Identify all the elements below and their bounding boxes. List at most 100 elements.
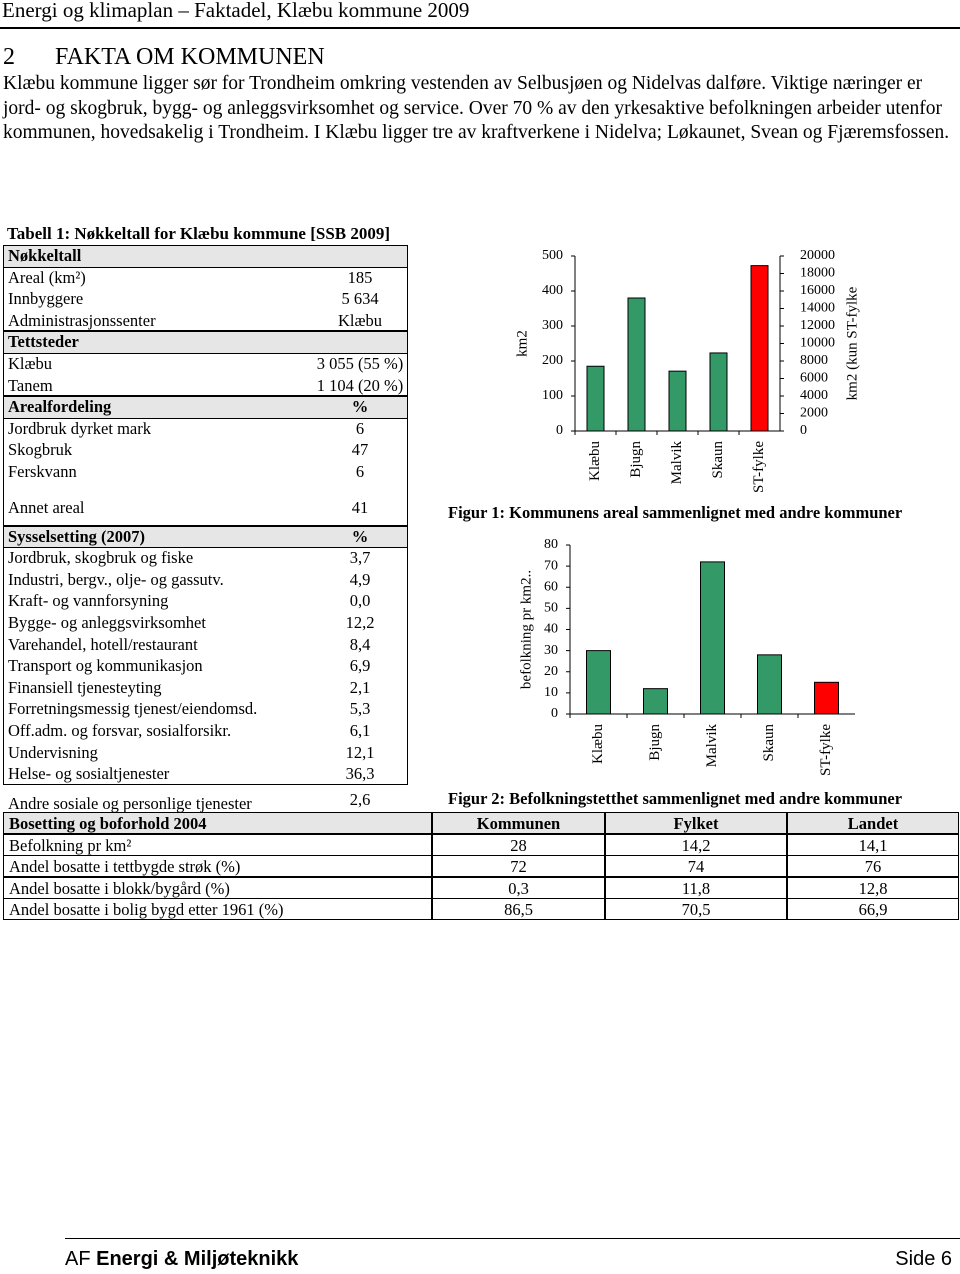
y2-axis-label: km2 (kun ST-fylke — [844, 286, 860, 400]
row-label: Bygge- og anleggsvirksomhet — [8, 613, 206, 632]
x-tick-label: Klæbu — [590, 724, 606, 765]
x-tick-label: ST-fylke — [751, 441, 767, 493]
section-row: Arealfordeling — [3, 396, 408, 418]
table-header-cell: Bosetting og boforhold 2004 — [3, 812, 432, 834]
row-value: 3 055 (55 %) — [316, 354, 404, 373]
x-tick-label: Bjugn — [628, 441, 644, 478]
bar — [814, 681, 839, 715]
table-cell: Andel bosatte i bolig bygd etter 1961 (%… — [3, 898, 432, 920]
row-label: Undervisning — [8, 742, 98, 762]
row-value: 12,1 — [345, 742, 375, 762]
y-tick-label: 10 — [544, 685, 558, 700]
y-tick-label: 20 — [544, 664, 558, 679]
row-label: Administrasjonssenter — [8, 310, 156, 330]
x-tick-label: Skaun — [710, 441, 726, 479]
header-rule — [0, 27, 960, 29]
y2-tick-label: 18000 — [800, 266, 835, 281]
row-label: Jordbruk dyrket mark — [8, 418, 151, 438]
section-number: 2 — [3, 44, 15, 70]
row-value: 0,0 — [349, 591, 371, 611]
y2-tick-label: 12000 — [800, 318, 835, 333]
header-title: Energi og klimaplan – Faktadel, Klæbu ko… — [2, 0, 470, 22]
row-label: Forretningsmessig tjenest/eiendomsd. — [8, 699, 258, 719]
row-value: 41 — [351, 497, 369, 517]
x-tick-label: Malvik — [669, 441, 685, 485]
y-tick-label: 300 — [542, 318, 563, 333]
y-tick-label: 0 — [556, 423, 563, 438]
y2-tick-label: 4000 — [800, 388, 828, 403]
y-axis-label: befolkning pr km2.. — [518, 570, 534, 689]
row-label: Varehandel, hotell/restaurant — [8, 634, 198, 654]
y2-tick-label: 20000 — [800, 248, 835, 263]
row-label: Jordbruk, skogbruk og fiske — [8, 548, 194, 568]
row-value: 5 634 — [341, 289, 379, 309]
row-value: 5,3 — [349, 699, 371, 719]
row-value: 1 104 (20 %) — [316, 375, 404, 395]
row-label: Industri, bergv., olje- og gassutv. — [8, 569, 224, 589]
footer-rule — [65, 1238, 960, 1239]
section-border — [3, 417, 408, 526]
bar — [700, 561, 725, 715]
y-tick-label: 50 — [544, 601, 558, 616]
row-label: Transport og kommunikasjon — [8, 656, 203, 676]
y2-tick-label: 14000 — [800, 301, 835, 316]
row-value: 6 — [355, 418, 365, 438]
row-label: Areal (km²) — [8, 267, 86, 287]
y2-tick-label: 8000 — [800, 353, 828, 368]
section-unit: % — [351, 397, 369, 417]
row-label: Annet areal — [8, 497, 85, 517]
row-label: Klæbu — [8, 354, 53, 373]
y2-tick-label: 16000 — [800, 283, 835, 298]
y-tick-label: 500 — [542, 248, 563, 263]
y-tick-label: 30 — [544, 643, 558, 658]
y-tick-label: 0 — [551, 706, 558, 721]
row-value: 36,3 — [345, 764, 375, 784]
section-border — [3, 266, 408, 332]
y-tick-label: 80 — [544, 537, 558, 552]
table-header-cell: Landet — [787, 812, 959, 834]
figure-caption: Figur 2: Befolkningstetthet sammenlignet… — [448, 789, 902, 808]
y2-tick-label: 10000 — [800, 336, 835, 351]
row-label: Helse- og sosialtjenester — [8, 764, 170, 784]
section-border — [3, 353, 408, 397]
y-tick-label: 100 — [542, 388, 563, 403]
y2-tick-label: 6000 — [800, 371, 828, 386]
section-row: Tettsteder — [3, 331, 408, 353]
y-tick-label: 60 — [544, 579, 558, 594]
table-cell: 70,5 — [605, 898, 787, 920]
row-value: 6,9 — [349, 656, 371, 676]
row-label: Kraft- og vannforsyning — [8, 591, 169, 611]
row-value: 8,4 — [349, 634, 371, 654]
section-title: FAKTA OM KOMMUNEN — [55, 44, 325, 70]
footer-company: AF Energi & Miljøteknikk — [65, 1248, 298, 1271]
paragraph: Klæbu kommune ligger sør for Trondheim o… — [3, 73, 950, 143]
x-tick-label: ST-fylke — [818, 724, 834, 776]
section-row: Nøkkeltall — [3, 245, 408, 267]
x-tick-label: Skaun — [761, 724, 777, 762]
row-label: Off.adm. og forsvar, sosialforsikr. — [8, 721, 232, 740]
page-number: Side 6 — [895, 1248, 952, 1270]
bar — [668, 370, 687, 432]
y-tick-label: 70 — [544, 558, 558, 573]
section-border — [3, 547, 408, 785]
bar — [586, 650, 611, 715]
bar — [750, 265, 769, 432]
table-cell: 86,5 — [432, 898, 605, 920]
row-value: 2,1 — [349, 677, 371, 697]
row-value: Klæbu — [337, 310, 382, 330]
bar — [757, 654, 782, 715]
bar — [627, 297, 646, 432]
y-tick-label: 200 — [542, 353, 563, 368]
y-axis-label: km2 — [514, 330, 530, 357]
row-value: 185 — [347, 267, 373, 287]
x-tick-label: Bjugn — [647, 724, 663, 761]
row-value: 47 — [351, 440, 369, 460]
y2-tick-label: 2000 — [800, 406, 828, 421]
bar — [643, 688, 668, 715]
figure-caption: Figur 1: Kommunens areal sammenlignet me… — [448, 503, 902, 522]
row-value: 12,2 — [345, 613, 375, 632]
row-label: Andre sosiale og personlige tjenester — [8, 793, 252, 813]
row-value: 6,1 — [349, 721, 371, 740]
